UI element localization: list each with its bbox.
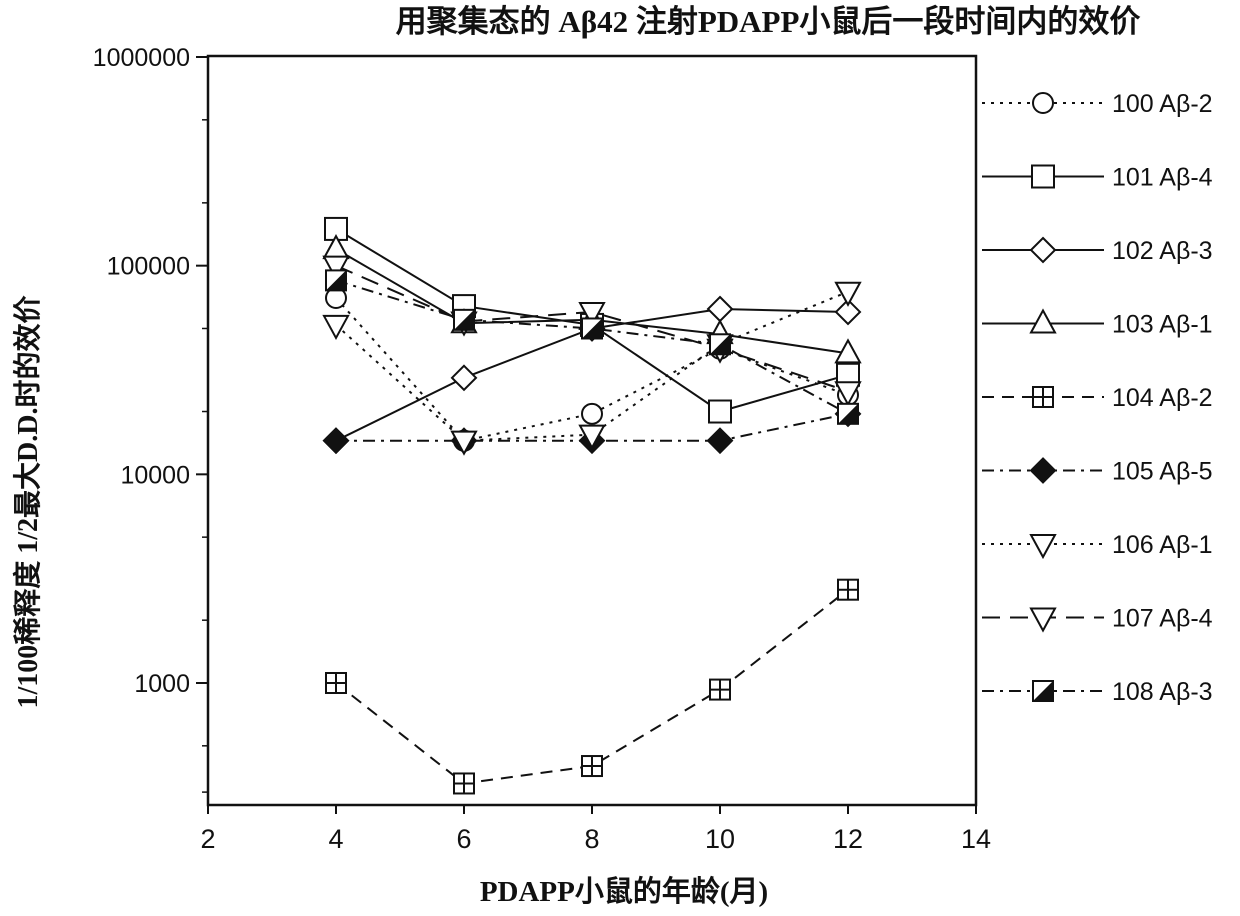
legend-marker (1031, 238, 1055, 262)
data-point (582, 404, 602, 424)
data-point (708, 297, 732, 321)
legend-marker (1031, 609, 1055, 631)
data-point (324, 429, 348, 453)
legend-label: 106 Aβ-1 (1112, 531, 1213, 559)
y-tick-label: 10000 (120, 461, 190, 489)
legend-item: 105 Aβ-5 (982, 458, 1213, 486)
legend-label: 104 Aβ-2 (1112, 384, 1213, 412)
series-line (336, 590, 848, 784)
legend-marker (1033, 387, 1053, 407)
data-point (582, 318, 602, 338)
data-point (326, 270, 346, 290)
data-point (452, 366, 476, 390)
legend-marker (1032, 166, 1054, 188)
legend-item: 101 Aβ-4 (982, 164, 1213, 192)
data-point (582, 756, 602, 776)
data-point (454, 773, 474, 793)
legend-marker (1031, 535, 1055, 557)
data-point (709, 401, 731, 423)
data-point (710, 334, 730, 354)
x-tick-label: 2 (200, 824, 215, 854)
data-point (326, 673, 346, 693)
chart-title: 用聚集态的 Aβ42 注射PDAPP小鼠后一段时间内的效价 (396, 4, 1141, 39)
legend: 100 Aβ-2 101 Aβ-4 102 Aβ-3 103 Aβ-1 104 Aβ-2… (982, 90, 1213, 706)
x-tick-label: 8 (584, 824, 599, 854)
legend-label: 103 Aβ-1 (1112, 311, 1213, 339)
legend-marker (1031, 311, 1055, 333)
data-point (708, 429, 732, 453)
series-4 (326, 580, 858, 794)
x-tick-label: 14 (961, 824, 991, 854)
legend-item: 103 Aβ-1 (982, 311, 1213, 339)
x-tick-label: 6 (456, 824, 471, 854)
legend-label: 107 Aβ-4 (1112, 605, 1213, 633)
data-point (838, 404, 858, 424)
legend-item: 100 Aβ-2 (982, 90, 1213, 118)
legend-label: 108 Aβ-3 (1112, 678, 1213, 706)
y-tick-label: 1000 (134, 670, 190, 698)
y-tick-label: 1000000 (93, 44, 190, 72)
legend-label: 101 Aβ-4 (1112, 164, 1213, 192)
x-tick-label: 4 (328, 824, 343, 854)
legend-marker (1031, 459, 1055, 483)
legend-label: 100 Aβ-2 (1112, 90, 1213, 118)
legend-label: 102 Aβ-3 (1112, 237, 1213, 265)
x-tick-label: 10 (705, 824, 735, 854)
legend-item: 107 Aβ-4 (982, 605, 1213, 633)
data-point (710, 680, 730, 700)
plot-layer: 2 4 6 8 10 12 14 1000 10000 100000 1000000 (93, 44, 991, 854)
legend-label: 105 Aβ-5 (1112, 458, 1213, 486)
series-8 (326, 270, 858, 423)
x-axis-label: PDAPP小鼠的年龄(月) (480, 874, 768, 908)
data-point (836, 283, 860, 305)
series-3 (324, 236, 860, 362)
legend-item: 106 Aβ-1 (982, 531, 1213, 559)
legend-item: 102 Aβ-3 (982, 237, 1213, 265)
legend-marker (1033, 681, 1053, 701)
data-point (324, 316, 348, 338)
y-axis-label: 1/100稀释度 1/2最大D.D.时的效价 (11, 295, 44, 709)
data-point (838, 580, 858, 600)
legend-item: 108 Aβ-3 (982, 678, 1213, 706)
data-point (454, 310, 474, 330)
legend-item: 104 Aβ-2 (982, 384, 1213, 412)
x-tick-label: 12 (833, 824, 863, 854)
series-line (336, 280, 848, 413)
y-tick-label: 100000 (107, 253, 190, 281)
legend-marker (1033, 93, 1053, 113)
